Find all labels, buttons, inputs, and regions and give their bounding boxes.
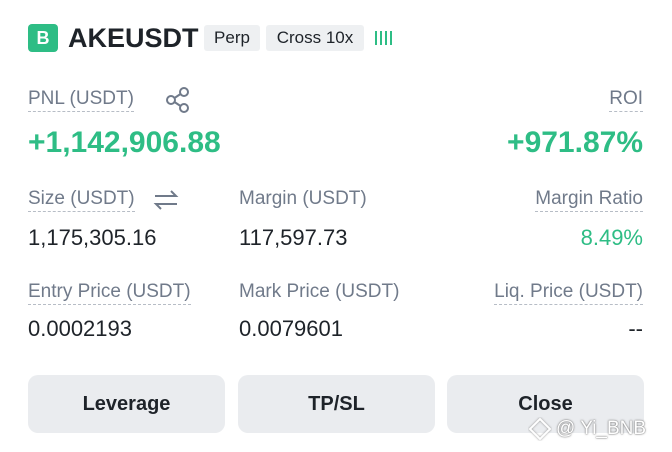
button[interactable]: TP/SL: [238, 375, 435, 433]
signal-icon: [375, 31, 392, 45]
watermark-icon: [528, 417, 552, 441]
field-value: 1,175,305.16: [28, 225, 157, 250]
tag: Cross 10x: [266, 25, 364, 51]
field-label: Size (USDT): [28, 187, 135, 212]
field-label: Margin (USDT): [239, 188, 367, 209]
field-value: 8.49%: [580, 225, 643, 250]
button[interactable]: Leverage: [28, 375, 225, 433]
field-value: 117,597.73: [239, 225, 348, 250]
symbol: AKEUSDT: [68, 23, 199, 53]
swap-icon[interactable]: [153, 189, 179, 211]
pnl-value: +1,142,906.88: [28, 126, 221, 159]
tag: Perp: [204, 25, 260, 51]
field-value: 0.0079601: [239, 316, 343, 341]
share-icon[interactable]: [164, 86, 192, 114]
pnl-label: PNL (USDT): [28, 87, 134, 112]
watermark: @ Yi_BNB: [556, 418, 647, 439]
field-label: Liq. Price (USDT): [494, 280, 643, 305]
field-value: --: [628, 316, 643, 341]
badge: B: [28, 24, 58, 52]
field-label: Margin Ratio: [535, 187, 643, 212]
roi-value: +971.87%: [507, 126, 643, 159]
field-value: 0.0002193: [28, 316, 132, 341]
field-label: Mark Price (USDT): [239, 281, 400, 302]
roi-label: ROI: [609, 87, 643, 112]
field-label: Entry Price (USDT): [28, 280, 191, 305]
